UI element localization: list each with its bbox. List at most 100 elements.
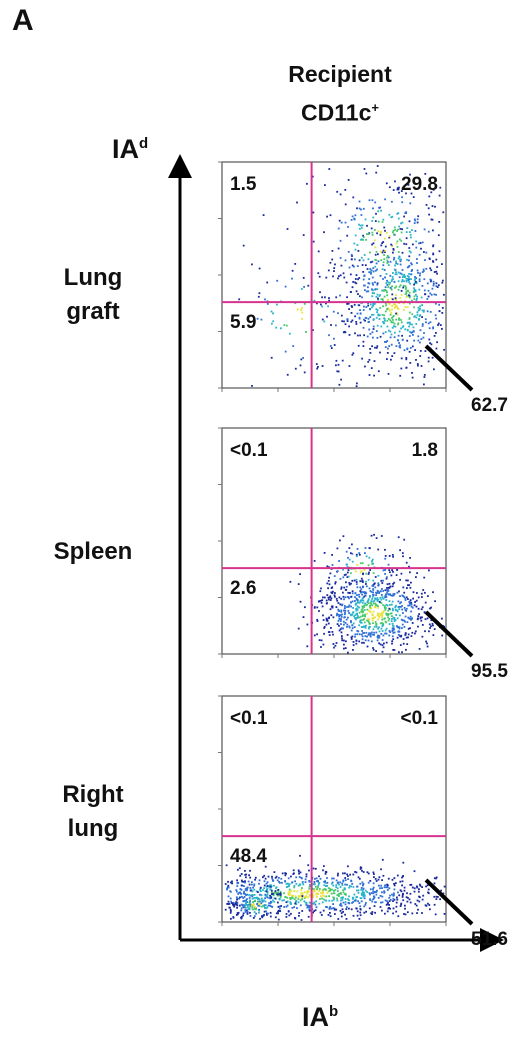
event-point — [381, 650, 384, 653]
event-point — [328, 576, 330, 579]
event-point — [357, 601, 359, 604]
event-point — [397, 891, 399, 894]
event-point — [347, 610, 350, 612]
event-point — [335, 879, 338, 882]
event-point — [249, 915, 252, 917]
event-point — [388, 587, 391, 589]
event-point — [436, 896, 439, 898]
event-point — [357, 278, 359, 281]
event-point — [380, 633, 383, 635]
event-point — [395, 299, 398, 301]
event-point — [384, 198, 386, 201]
event-point — [363, 606, 366, 608]
event-point — [410, 601, 413, 604]
event-point — [261, 900, 264, 903]
event-point — [431, 622, 434, 625]
event-point — [401, 880, 404, 883]
event-point — [390, 216, 393, 219]
event-point — [392, 627, 395, 630]
event-point — [427, 230, 430, 233]
event-point — [329, 599, 332, 601]
event-point — [246, 910, 249, 913]
event-point — [337, 312, 339, 315]
event-point — [340, 623, 342, 625]
event-point — [294, 302, 297, 305]
event-point — [240, 907, 243, 910]
event-point — [324, 880, 326, 882]
event-point — [366, 603, 368, 606]
event-point — [299, 573, 301, 575]
event-point — [344, 901, 347, 903]
event-point — [338, 624, 340, 627]
event-point — [256, 903, 259, 905]
event-point — [363, 305, 365, 308]
event-point — [358, 277, 361, 279]
event-point — [350, 636, 353, 639]
event-point — [352, 886, 355, 888]
event-point — [255, 890, 258, 893]
event-point — [332, 616, 335, 619]
event-point — [378, 636, 381, 639]
event-point — [394, 304, 397, 307]
event-point — [419, 274, 421, 277]
event-point — [397, 536, 400, 539]
event-point — [416, 592, 418, 594]
event-point — [377, 897, 380, 899]
event-point — [381, 887, 383, 889]
event-point — [371, 614, 374, 616]
event-point — [342, 535, 345, 538]
event-point — [298, 914, 300, 917]
event-point — [402, 325, 405, 327]
event-point — [434, 205, 436, 208]
event-point — [430, 218, 433, 221]
event-point — [318, 882, 320, 885]
event-point — [415, 240, 418, 243]
event-point — [302, 883, 305, 886]
event-point — [386, 291, 388, 294]
event-point — [386, 262, 389, 264]
event-point — [231, 902, 233, 904]
event-point — [285, 913, 288, 915]
event-point — [414, 903, 417, 905]
event-point — [368, 328, 371, 331]
event-point — [403, 913, 405, 915]
event-point — [372, 562, 375, 565]
event-point — [385, 341, 387, 343]
event-point — [377, 298, 379, 301]
event-point — [376, 600, 379, 602]
event-point — [343, 647, 345, 650]
event-point — [344, 647, 347, 649]
event-point — [391, 245, 393, 248]
event-point — [325, 885, 327, 887]
event-point — [371, 304, 374, 307]
event-point — [300, 894, 302, 897]
event-point — [418, 278, 421, 281]
event-point — [403, 215, 405, 218]
event-point — [384, 912, 386, 915]
event-point — [408, 259, 410, 262]
event-point — [389, 274, 392, 277]
event-point — [271, 877, 274, 880]
event-point — [403, 889, 406, 892]
event-point — [284, 874, 287, 877]
event-point — [339, 904, 341, 906]
event-point — [366, 871, 369, 874]
event-point — [321, 305, 323, 308]
event-point — [297, 896, 300, 899]
event-point — [428, 327, 431, 330]
event-point — [331, 250, 334, 252]
event-point — [413, 222, 416, 224]
event-point — [267, 912, 269, 915]
event-point — [410, 278, 412, 280]
event-point — [429, 321, 432, 324]
event-point — [393, 617, 396, 619]
event-point — [332, 633, 334, 636]
event-point — [392, 272, 394, 274]
event-point — [424, 259, 426, 261]
event-point — [328, 334, 330, 337]
event-point — [369, 569, 371, 571]
event-point — [361, 607, 364, 610]
event-point — [295, 876, 298, 879]
event-point — [301, 892, 304, 895]
event-point — [411, 622, 414, 624]
